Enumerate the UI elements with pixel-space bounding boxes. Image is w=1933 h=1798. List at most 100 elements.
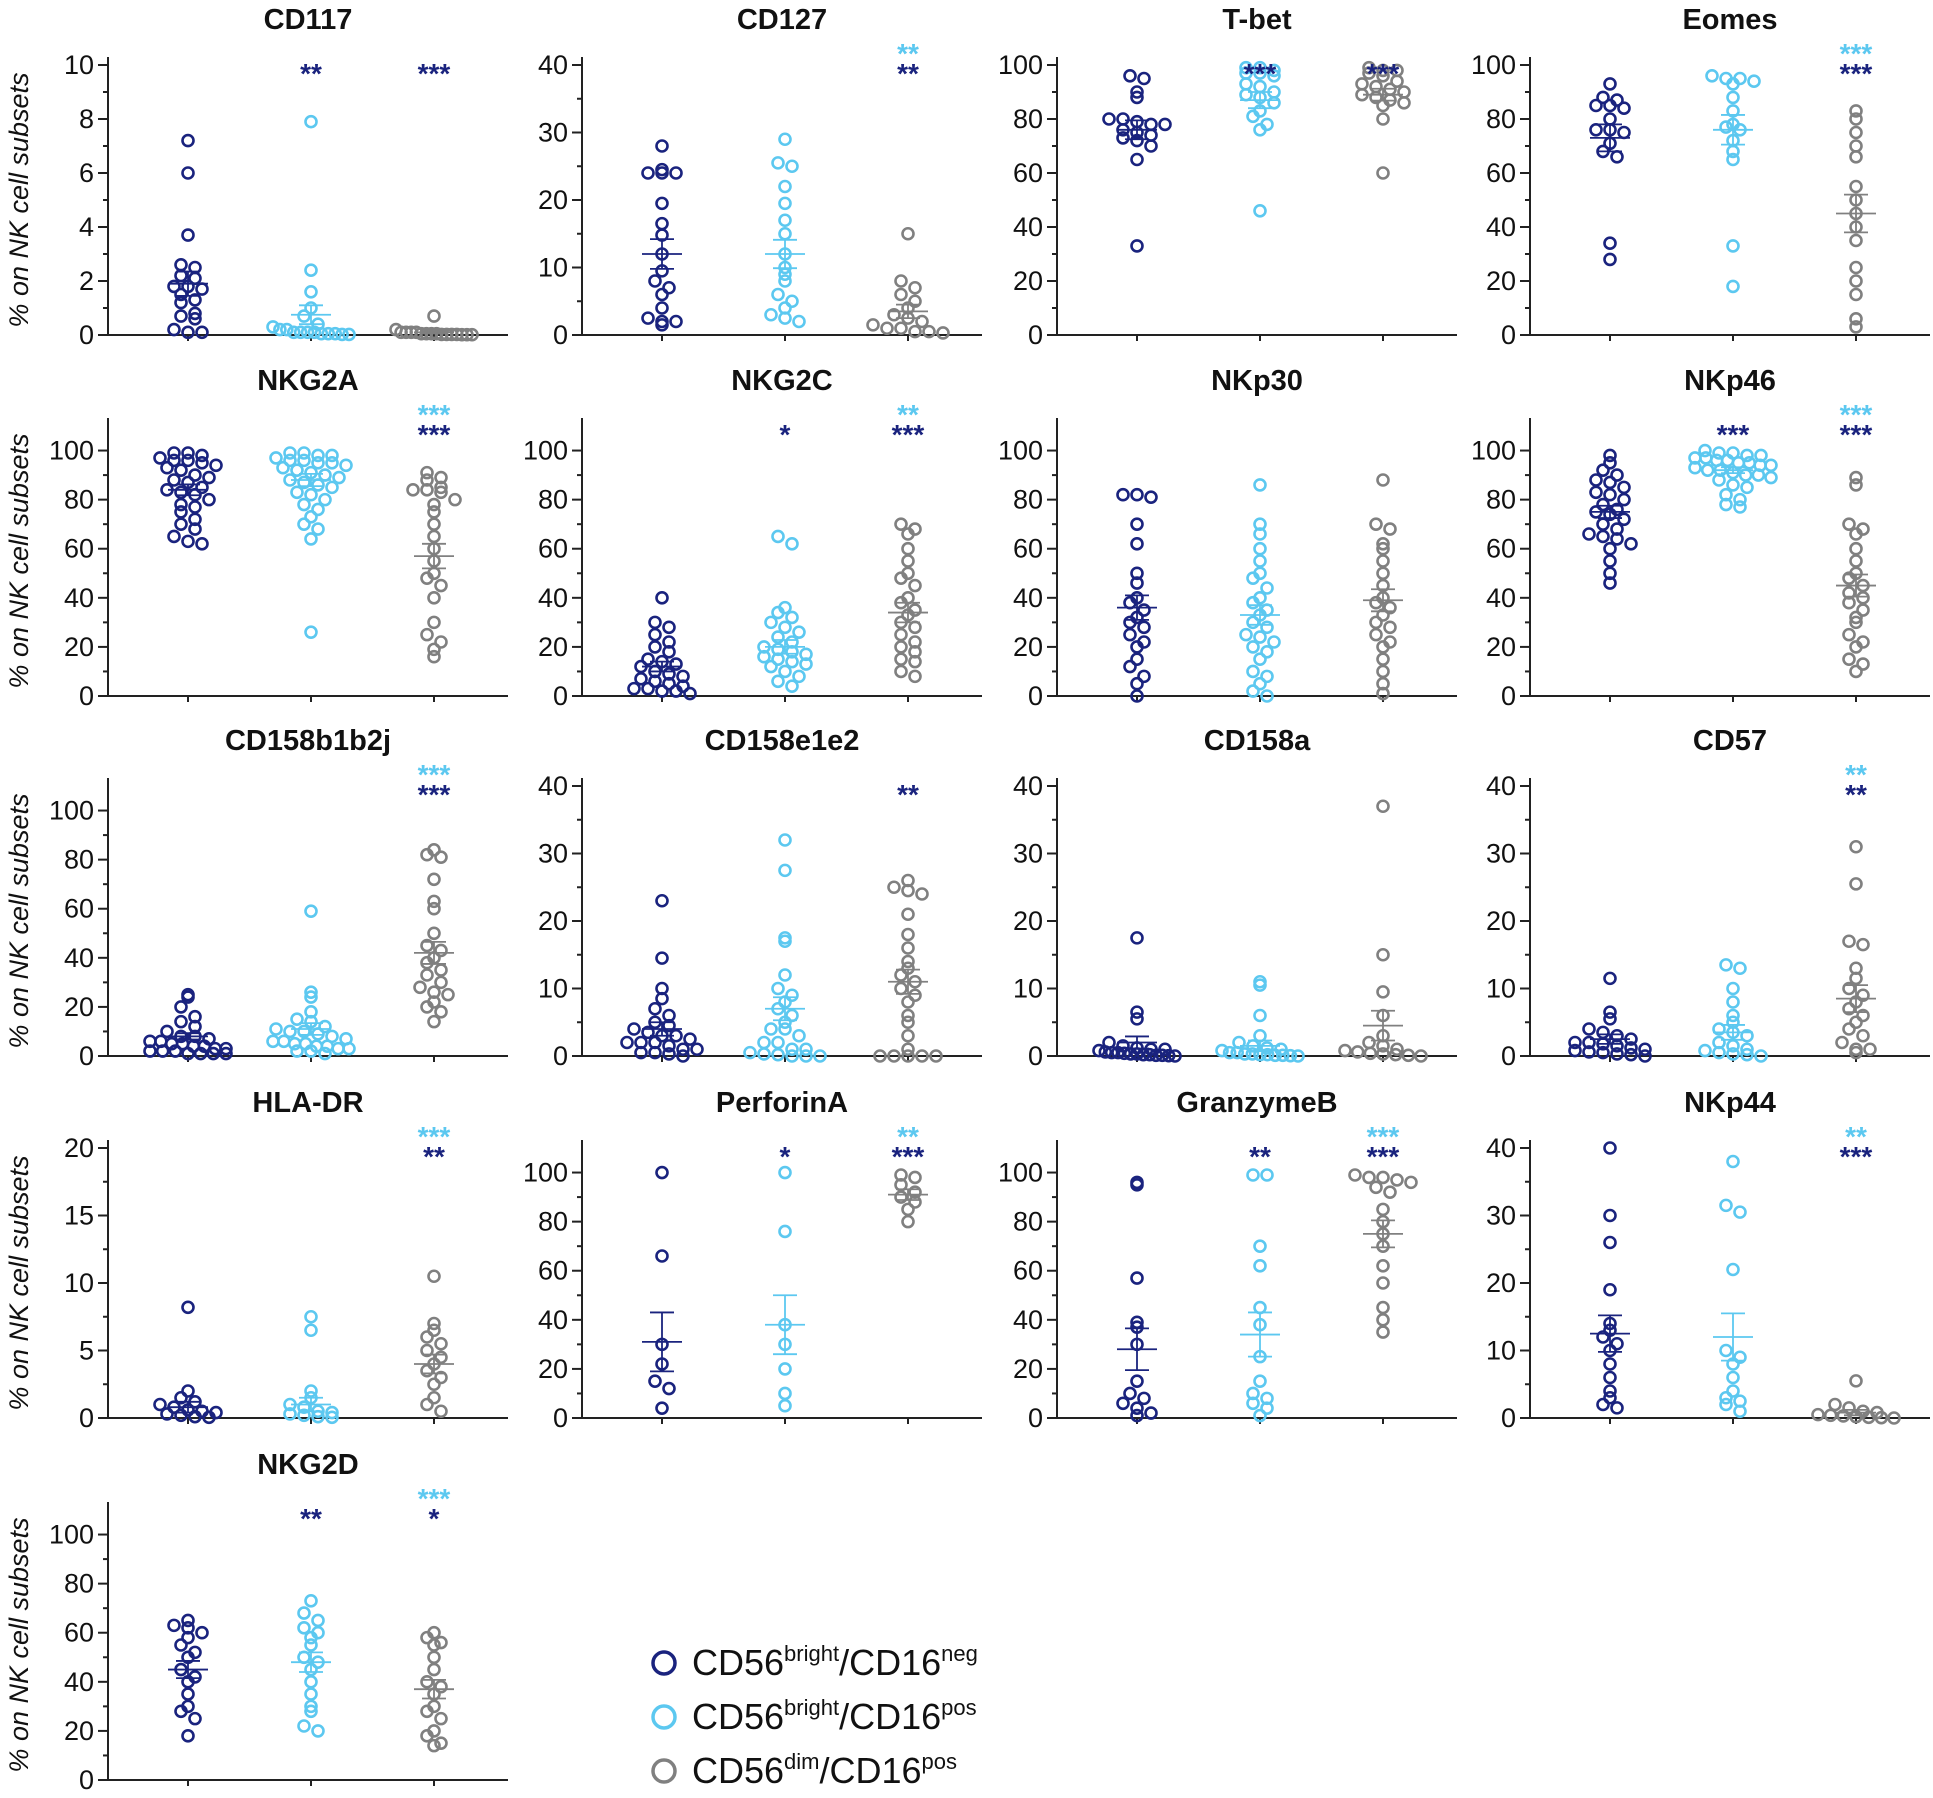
data-point bbox=[318, 1046, 332, 1061]
y-tick-label: 10 bbox=[64, 50, 94, 80]
data-point bbox=[174, 1000, 188, 1014]
data-point bbox=[1740, 480, 1754, 495]
data-point bbox=[434, 1736, 448, 1750]
data-point bbox=[1260, 1047, 1275, 1062]
data-point bbox=[1849, 320, 1863, 334]
group-3: **** bbox=[414, 1483, 454, 1753]
data-point bbox=[648, 674, 662, 689]
data-point bbox=[648, 615, 662, 630]
group-1 bbox=[1102, 69, 1172, 253]
data-point bbox=[1369, 517, 1383, 531]
data-point bbox=[1253, 652, 1267, 666]
data-point bbox=[1849, 274, 1863, 288]
data-point bbox=[1130, 931, 1144, 945]
group-2 bbox=[1215, 974, 1305, 1063]
data-point bbox=[778, 179, 792, 194]
data-point bbox=[792, 1028, 806, 1043]
data-point bbox=[1362, 1035, 1376, 1050]
data-point bbox=[304, 510, 318, 524]
data-point bbox=[1842, 571, 1856, 585]
y-tick-label: 2 bbox=[79, 266, 94, 296]
data-point bbox=[1582, 527, 1596, 541]
data-point bbox=[434, 943, 448, 958]
data-point bbox=[683, 686, 697, 701]
data-point bbox=[188, 500, 202, 514]
data-point bbox=[1610, 1336, 1624, 1351]
data-point bbox=[778, 132, 792, 147]
y-tick-label: 10 bbox=[1013, 974, 1043, 1004]
data-point bbox=[785, 988, 799, 1003]
panel-eomes: Eomes 0 20 40 60 80 100 ****** bbox=[1471, 4, 1930, 350]
legend: CD56bright/CD16negCD56bright/CD16posCD56… bbox=[651, 1641, 978, 1791]
data-point bbox=[1253, 1259, 1267, 1273]
data-point bbox=[314, 326, 329, 341]
data-point bbox=[1291, 1049, 1305, 1063]
data-point bbox=[1144, 139, 1158, 153]
significance-vs-bright-neg: ** bbox=[897, 58, 919, 89]
data-point bbox=[434, 1350, 448, 1365]
data-point bbox=[1111, 1045, 1125, 1060]
y-tick-label: 60 bbox=[1486, 158, 1516, 188]
data-point bbox=[778, 664, 792, 679]
group-1 bbox=[642, 1165, 682, 1415]
group-3: ****** bbox=[413, 759, 455, 1029]
data-point bbox=[1092, 1043, 1106, 1058]
panel-title: NKp44 bbox=[1684, 1087, 1776, 1119]
data-point bbox=[1268, 1048, 1282, 1063]
data-point bbox=[339, 458, 353, 473]
group-1 bbox=[167, 1613, 209, 1743]
panel-nkg2d: NKG2D% on NK cell subsets020406080100***… bbox=[4, 1449, 508, 1795]
group-3: ***** bbox=[888, 1121, 928, 1229]
data-point bbox=[669, 314, 683, 329]
data-point bbox=[277, 1034, 291, 1049]
data-point bbox=[1719, 497, 1733, 512]
data-point bbox=[1383, 522, 1397, 536]
data-point bbox=[778, 213, 792, 228]
data-point bbox=[662, 645, 676, 659]
data-point bbox=[771, 981, 785, 996]
data-point bbox=[1239, 60, 1253, 75]
data-point bbox=[813, 1049, 827, 1063]
data-point bbox=[325, 480, 339, 495]
data-point bbox=[441, 987, 455, 1002]
data-point bbox=[634, 1045, 648, 1060]
significance-vs-bright-neg: ** bbox=[1845, 779, 1867, 810]
data-point bbox=[1338, 1043, 1352, 1058]
data-point bbox=[1874, 1410, 1889, 1425]
data-point bbox=[427, 529, 441, 544]
data-point bbox=[304, 985, 318, 999]
significance-vs-bright-neg: * bbox=[429, 1503, 440, 1534]
y-tick-label: 40 bbox=[1486, 771, 1516, 801]
data-point bbox=[1603, 77, 1617, 91]
data-point bbox=[1376, 686, 1390, 701]
y-tick-label: 0 bbox=[79, 1403, 94, 1433]
y-tick-label: 80 bbox=[538, 485, 568, 515]
group-2 bbox=[283, 1309, 339, 1425]
data-point bbox=[785, 679, 799, 693]
data-point bbox=[283, 1407, 297, 1421]
panel-title: Eomes bbox=[1682, 4, 1777, 36]
data-point bbox=[1698, 443, 1712, 458]
data-point bbox=[901, 941, 915, 955]
group-2: ** bbox=[291, 1503, 331, 1738]
data-point bbox=[1842, 934, 1856, 949]
data-point bbox=[1617, 512, 1631, 527]
legend-base: CD56 bbox=[692, 1642, 784, 1683]
legend-label: CD56dim/CD16pos bbox=[692, 1749, 957, 1791]
data-point bbox=[785, 294, 799, 309]
y-tick-label: 20 bbox=[1486, 632, 1516, 662]
data-point bbox=[1388, 1047, 1403, 1062]
data-point bbox=[655, 991, 669, 1006]
data-point bbox=[188, 293, 202, 307]
significance-vs-bright-pos: *** bbox=[418, 759, 451, 790]
data-point bbox=[1253, 60, 1267, 75]
data-point bbox=[1835, 1035, 1849, 1050]
data-point bbox=[434, 1005, 448, 1019]
data-point bbox=[1849, 541, 1863, 556]
group-3: ***** bbox=[888, 399, 928, 684]
y-tick-label: 0 bbox=[79, 1765, 94, 1795]
data-point bbox=[427, 894, 441, 909]
data-point bbox=[901, 995, 915, 1009]
data-point bbox=[188, 468, 202, 482]
data-point bbox=[1260, 620, 1274, 635]
